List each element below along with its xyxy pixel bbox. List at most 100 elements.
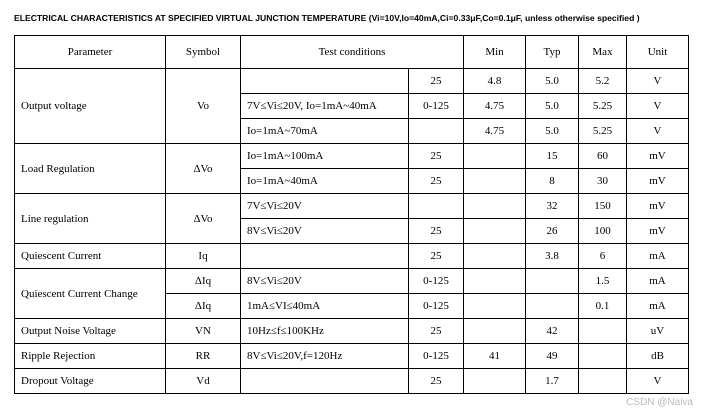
temp-cell: 25 xyxy=(408,168,464,194)
table-row: Load Regulation ΔVo Io=1mA~100mA 25 15 60 mV xyxy=(14,143,689,194)
min-cell xyxy=(463,218,526,244)
symbol-cell: VN xyxy=(165,318,241,344)
symbol-cell: Iq xyxy=(165,243,241,269)
conditions-cell: Io=1mA~40mA xyxy=(240,168,409,194)
unit-cell: mV xyxy=(626,193,689,219)
conditions-cell: 1mA≤VI≤40mA xyxy=(240,293,409,319)
temp-cell: 25 xyxy=(408,368,464,394)
conditions-cell xyxy=(240,243,409,269)
unit-cell: mV xyxy=(626,143,689,169)
conditions-cell: Io=1mA~100mA xyxy=(240,143,409,169)
temp-cell: 25 xyxy=(408,243,464,269)
parameter-cell: Output voltage xyxy=(14,68,166,144)
temp-cell xyxy=(408,193,464,219)
parameter-cell: Line regulation xyxy=(14,193,166,244)
temp-cell: 0-125 xyxy=(408,293,464,319)
min-cell xyxy=(463,318,526,344)
conditions-cell: 8V≤Vi≤20V xyxy=(240,268,409,294)
min-cell xyxy=(463,193,526,219)
temp-cell: 25 xyxy=(408,318,464,344)
unit-cell: dB xyxy=(626,343,689,369)
max-cell: 6 xyxy=(578,243,627,269)
header-cell: Max xyxy=(578,35,627,69)
min-cell xyxy=(463,168,526,194)
typ-cell xyxy=(525,293,579,319)
max-cell: 0.1 xyxy=(578,293,627,319)
conditions-cell: 7V≤Vi≤20V, Io=1mA~40mA xyxy=(240,93,409,119)
unit-cell: V xyxy=(626,118,689,144)
header-cell: Unit xyxy=(626,35,689,69)
symbol-cell: ΔVo xyxy=(165,193,241,244)
conditions-cell: Io=1mA~70mA xyxy=(240,118,409,144)
header-row: Parameter Symbol Test conditions Min Typ Max U… xyxy=(14,35,689,69)
symbol-cell: ΔIq xyxy=(165,268,241,294)
max-cell xyxy=(578,318,627,344)
table-row: Quiescent Current Change ΔIq 8V≤Vi≤20V 0-12… xyxy=(14,268,689,319)
typ-cell: 49 xyxy=(525,343,579,369)
header-cell: Typ xyxy=(525,35,579,69)
spec-table: Parameter Symbol Test conditions Min Typ Max U… xyxy=(14,35,689,394)
conditions-cell: 8V≤Vi≤20V xyxy=(240,218,409,244)
table-row: 8V≤Vi≤20V 25 26 100 mV xyxy=(15,218,689,244)
typ-cell: 15 xyxy=(525,143,579,169)
symbol-cell: ΔVo xyxy=(165,143,241,194)
unit-cell: V xyxy=(626,368,689,394)
min-cell: 41 xyxy=(463,343,526,369)
table-row: Line regulation ΔVo 7V≤Vi≤20V 32 150 mV xyxy=(14,193,689,244)
table-row: Output Noise Voltage VN 10Hz≤f≤100KHz 25 42 u… xyxy=(14,318,689,344)
header-cell: Min xyxy=(463,35,526,69)
max-cell: 1.5 xyxy=(578,268,627,294)
unit-cell: mA xyxy=(626,243,689,269)
unit-cell: V xyxy=(626,68,689,94)
min-cell xyxy=(463,268,526,294)
table-row: 7V≤Vi≤20V, Io=1mA~40mA 0-125 4.75 5.0 5.25 V xyxy=(15,93,689,119)
unit-cell: mA xyxy=(626,293,689,319)
unit-cell: mV xyxy=(626,168,689,194)
header-cell: Parameter xyxy=(14,35,166,69)
conditions-cell xyxy=(240,68,409,94)
min-cell xyxy=(463,293,526,319)
min-cell xyxy=(463,243,526,269)
conditions-cell: 8V≤Vi≤20V,f=120Hz xyxy=(240,343,409,369)
temp-cell xyxy=(408,118,464,144)
unit-cell: mA xyxy=(626,268,689,294)
max-cell: 5.25 xyxy=(578,118,627,144)
symbol-cell: RR xyxy=(165,343,241,369)
unit-cell: mV xyxy=(626,218,689,244)
min-cell xyxy=(463,143,526,169)
parameter-cell: Output Noise Voltage xyxy=(14,318,166,344)
symbol-cell: Vo xyxy=(165,68,241,144)
typ-cell: 5.0 xyxy=(525,93,579,119)
symbol-cell: Vd xyxy=(165,368,241,394)
table-row: Quiescent Current Iq 25 3.8 6 mA xyxy=(14,243,689,269)
temp-cell: 25 xyxy=(408,218,464,244)
max-cell: 100 xyxy=(578,218,627,244)
conditions-cell: 10Hz≤f≤100KHz xyxy=(240,318,409,344)
parameter-cell: Ripple Rejection xyxy=(14,343,166,369)
title: ELECTRICAL CHARACTERISTICS AT SPECIFIED … xyxy=(14,13,640,23)
header-cell: Test conditions xyxy=(240,35,464,69)
max-cell: 30 xyxy=(578,168,627,194)
parameter-cell: Dropout Voltage xyxy=(14,368,166,394)
conditions-cell xyxy=(240,368,409,394)
watermark: CSDN @Naiva xyxy=(626,397,693,408)
typ-cell: 42 xyxy=(525,318,579,344)
max-cell: 5.2 xyxy=(578,68,627,94)
table-row: Output voltage Vo 25 4.8 5.0 5.2 V xyxy=(14,68,689,144)
max-cell: 60 xyxy=(578,143,627,169)
conditions-cell: 7V≤Vi≤20V xyxy=(240,193,409,219)
temp-cell: 25 xyxy=(408,68,464,94)
min-cell: 4.75 xyxy=(463,118,526,144)
max-cell: 5.25 xyxy=(578,93,627,119)
typ-cell xyxy=(525,268,579,294)
typ-cell: 32 xyxy=(525,193,579,219)
temp-cell: 0-125 xyxy=(408,93,464,119)
min-cell: 4.75 xyxy=(463,93,526,119)
temp-cell: 0-125 xyxy=(408,268,464,294)
typ-cell: 8 xyxy=(525,168,579,194)
symbol-cell: ΔIq xyxy=(165,293,241,319)
typ-cell: 5.0 xyxy=(525,118,579,144)
max-cell xyxy=(578,368,627,394)
typ-cell: 26 xyxy=(525,218,579,244)
